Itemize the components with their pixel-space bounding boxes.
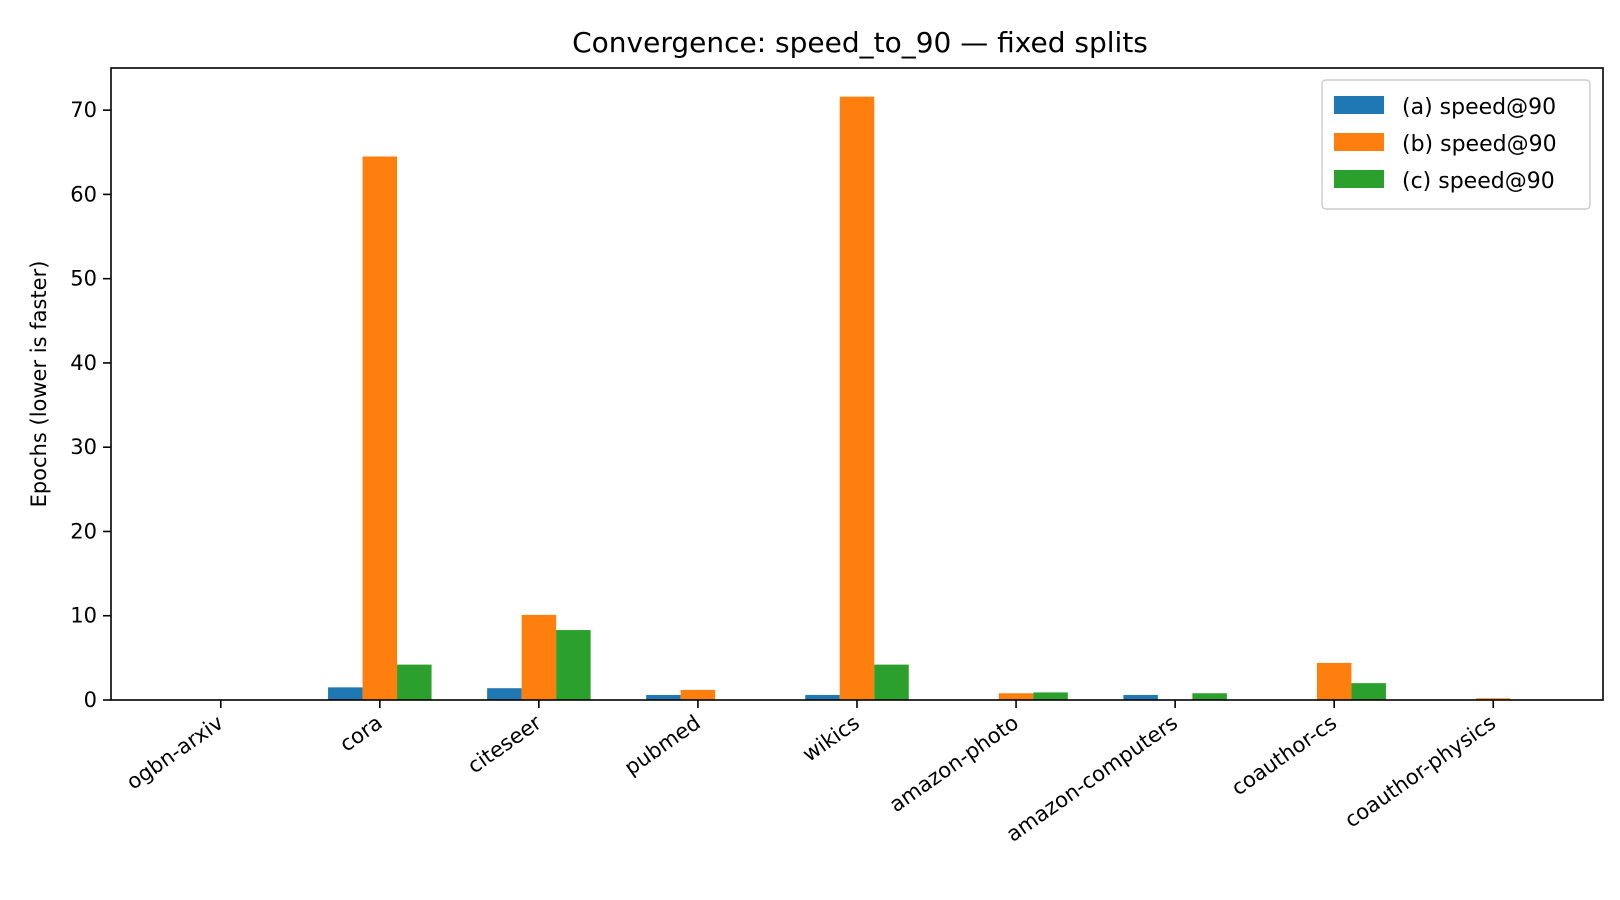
bar-coauthor-physics-series-2 xyxy=(1475,698,1511,700)
y-tick-label: 60 xyxy=(70,182,97,206)
bar-cora-series-1 xyxy=(328,687,363,700)
legend-label-series-3: (c) speed@90 xyxy=(1402,169,1555,194)
x-tick-label-pubmed: pubmed xyxy=(620,710,705,779)
x-tick-label-coauthor-physics: coauthor-physics xyxy=(1340,710,1500,832)
y-tick-label: 30 xyxy=(70,435,97,459)
bar-wikics-series-1 xyxy=(805,694,840,700)
y-tick-label: 0 xyxy=(84,688,97,712)
x-axis: ogbn-arxiv cora citeseer pubmed wikics amazon… xyxy=(122,700,1500,847)
x-tick-label-citeseer: citeseer xyxy=(463,710,546,778)
bar-pubmed-series-1 xyxy=(646,694,681,700)
legend: (a) speed@90 (b) speed@90 (c) speed@90 xyxy=(1321,79,1591,210)
x-tick-label-coauthor-cs: coauthor-cs xyxy=(1227,710,1341,800)
bars-group xyxy=(328,96,1511,701)
bar-citeseer-series-3 xyxy=(556,630,591,700)
bar-citeseer-series-2 xyxy=(521,614,557,700)
bar-coauthor-cs-series-2 xyxy=(1316,662,1352,700)
bar-amazon-photo-series-3 xyxy=(1033,692,1068,700)
bar-citeseer-series-1 xyxy=(487,688,522,700)
y-tick-label: 20 xyxy=(70,519,97,543)
bar-amazon-computers-series-3 xyxy=(1192,693,1227,700)
y-tick-label: 10 xyxy=(70,604,97,628)
plot-frame xyxy=(110,67,1604,701)
y-tick-label: 50 xyxy=(70,267,97,291)
x-tick-label-ogbn-arxiv: ogbn-arxiv xyxy=(122,710,228,794)
x-tick-label-cora: cora xyxy=(335,710,386,756)
bar-amazon-photo-series-2 xyxy=(998,693,1034,700)
y-axis: 0 10 20 30 40 50 60 70 xyxy=(70,98,111,712)
bar-coauthor-cs-series-3 xyxy=(1351,683,1386,700)
legend-swatch-series-3 xyxy=(1334,170,1384,188)
bar-amazon-computers-series-1 xyxy=(1123,694,1158,700)
legend-swatch-series-2 xyxy=(1334,133,1384,151)
x-tick-label-amazon-photo: amazon-photo xyxy=(885,710,1023,817)
legend-label-series-1: (a) speed@90 xyxy=(1402,95,1556,120)
bar-wikics-series-3 xyxy=(874,664,909,700)
legend-box xyxy=(1321,79,1591,210)
y-axis-label: Epochs (lower is faster) xyxy=(27,261,51,508)
bar-cora-series-3 xyxy=(397,664,432,700)
bar-pubmed-series-2 xyxy=(680,689,716,700)
y-tick-label: 70 xyxy=(70,98,97,122)
bar-wikics-series-2 xyxy=(839,96,875,701)
y-tick-label: 40 xyxy=(70,351,97,375)
legend-label-series-2: (b) speed@90 xyxy=(1402,132,1557,157)
legend-swatch-series-1 xyxy=(1334,96,1384,114)
x-tick-label-wikics: wikics xyxy=(798,710,864,766)
bar-cora-series-2 xyxy=(362,156,398,701)
x-tick-label-amazon-computers: amazon-computers xyxy=(1002,710,1182,846)
chart-title: Convergence: speed_to_90 — fixed splits xyxy=(572,26,1148,59)
